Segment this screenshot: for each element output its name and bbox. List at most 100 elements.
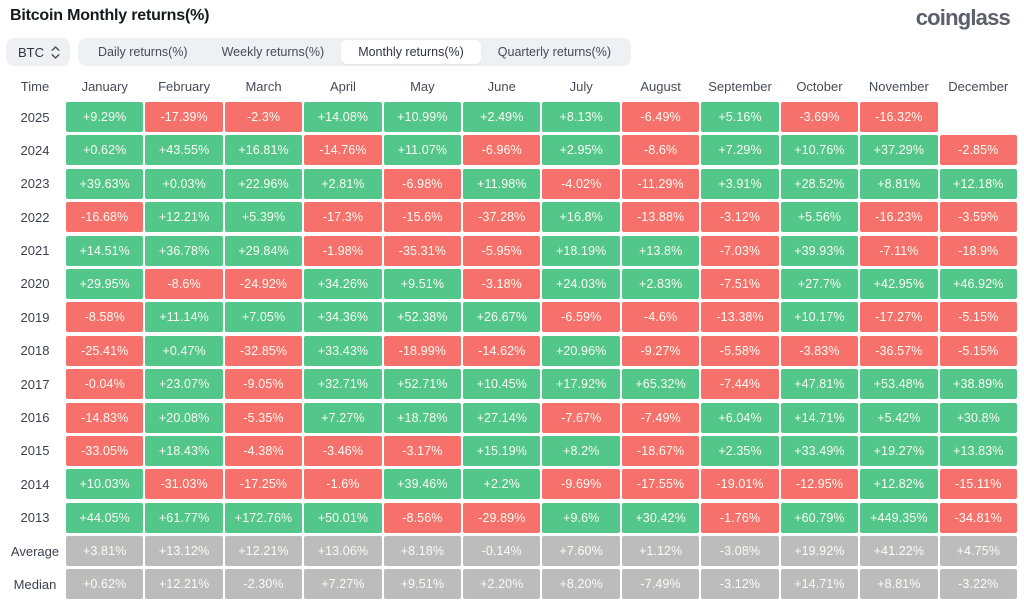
column-header-month: December (948, 78, 1009, 94)
row-label: 2013 (20, 510, 50, 526)
column-header-month: May (410, 78, 435, 94)
return-cell: +18.19% (542, 235, 620, 266)
return-cell: +8.13% (542, 102, 620, 132)
return-cell: +27.7% (780, 268, 859, 299)
row-label: 2023 (20, 176, 50, 192)
column-header-month: October (796, 78, 843, 94)
return-cell: -19.01% (701, 469, 779, 500)
return-cell: +11.07% (383, 135, 462, 166)
return-cell: -2.85% (939, 135, 1017, 166)
return-cell: +29.95% (66, 268, 144, 299)
return-cell: -8.6% (145, 268, 223, 299)
return-cell: -7.11% (860, 235, 938, 266)
return-cell: +5.56% (780, 202, 859, 233)
return-cell: -1.76% (701, 502, 779, 533)
column-header-time: Time (20, 78, 50, 94)
returns-table-header: Time January February March April May June July… (6, 72, 1017, 100)
return-cell: -1.6% (304, 469, 382, 500)
return-cell: +14.08% (304, 102, 382, 132)
return-cell: -17.55% (621, 469, 700, 500)
return-cell: -2.3% (224, 102, 303, 132)
return-cell: +30.8% (939, 402, 1017, 433)
return-cell: +20.96% (542, 335, 620, 366)
return-cell: -24.92% (224, 268, 303, 299)
column-header-month: August (640, 78, 681, 94)
return-cell: -3.69% (780, 102, 859, 132)
return-cell: +30.42% (621, 502, 700, 533)
return-cell: +14.71% (780, 402, 859, 433)
return-cell: -6.96% (463, 135, 541, 166)
return-cell: -2.30% (224, 569, 303, 600)
return-cell: +2.49% (463, 102, 541, 132)
return-cell: -3.46% (304, 435, 382, 466)
return-cell: -9.05% (224, 369, 303, 400)
return-cell: -14.76% (304, 135, 382, 166)
return-cell: +61.77% (145, 502, 223, 533)
return-cell: -13.88% (621, 202, 700, 233)
return-cell: +18.78% (383, 402, 462, 433)
return-cell: +4.75% (939, 536, 1017, 567)
return-cell: -1.98% (304, 235, 382, 266)
return-cell: +27.14% (463, 402, 541, 433)
return-cell: +13.8% (621, 235, 700, 266)
return-cell: -6.49% (621, 102, 700, 132)
return-cell: +0.62% (66, 135, 144, 166)
return-cell: -18.9% (939, 235, 1017, 266)
return-cell: +13.83% (939, 435, 1017, 466)
return-cell: -31.03% (145, 469, 223, 500)
table-row: 2015 -33.05% +18.43% -4.38% -3.46% -3.17% +15.… (6, 435, 1017, 466)
return-cell: -14.83% (66, 402, 144, 433)
return-cell: +12.82% (860, 469, 938, 500)
return-cell: +52.38% (383, 302, 462, 333)
return-cell: +12.18% (939, 168, 1017, 199)
tab-quarterly[interactable]: Quarterly returns(%) (497, 45, 612, 59)
column-header-month: January (81, 78, 128, 94)
return-cell: -4.38% (224, 435, 303, 466)
return-cell: +9.51% (383, 268, 462, 299)
return-cell: -3.12% (701, 569, 779, 600)
return-cell: -7.49% (621, 569, 700, 600)
return-cell: +26.67% (463, 302, 541, 333)
return-cell: +13.12% (145, 536, 223, 567)
return-cell: +43.55% (145, 135, 223, 166)
return-cell: +50.01% (304, 502, 382, 533)
row-label: Median (13, 576, 57, 592)
row-label: 2025 (20, 109, 50, 125)
return-cell: -33.05% (66, 435, 144, 466)
coinglass-logo: coinglass (915, 5, 1011, 30)
return-cell: -25.41% (66, 335, 144, 366)
row-label: Average (10, 543, 60, 559)
return-cell: -6.59% (542, 302, 620, 333)
return-cell: -17.27% (860, 302, 938, 333)
return-cell: +47.81% (780, 369, 859, 400)
row-label: 2024 (20, 142, 50, 158)
page-header: Bitcoin Monthly returns(%) coinglass (0, 0, 1024, 34)
column-header-month: November (868, 78, 929, 94)
return-cell: -34.81% (939, 502, 1017, 533)
return-cell: -7.51% (701, 268, 779, 299)
symbol-select[interactable]: BTC (6, 38, 70, 66)
return-cell (940, 102, 1017, 132)
return-cell: +38.89% (939, 369, 1017, 400)
tab-weekly[interactable]: Weekly returns(%) (221, 45, 325, 59)
controls-bar: BTC Daily returns(%) Weekly returns(%) Mon… (0, 34, 1024, 66)
table-row: 2017 -0.04% +23.07% -9.05% +32.71% +52.71% +10… (6, 369, 1017, 400)
return-cell: +7.29% (701, 135, 779, 166)
return-cell: +2.35% (701, 435, 779, 466)
return-cell: +23.07% (145, 369, 223, 400)
tab-daily[interactable]: Daily returns(%) (98, 45, 188, 59)
return-cell: +0.03% (145, 168, 223, 199)
tab-monthly[interactable]: Monthly returns(%) (341, 40, 481, 64)
return-cell: +16.81% (224, 135, 303, 166)
return-cell: +7.27% (304, 569, 382, 600)
return-cell: -32.85% (224, 335, 303, 366)
return-cell: +449.35% (860, 502, 938, 533)
return-cell: -12.95% (780, 469, 859, 500)
return-cell: -7.49% (621, 402, 700, 433)
return-cell: -3.59% (939, 202, 1017, 233)
page-title: Bitcoin Monthly returns(%) (10, 7, 210, 24)
return-cell: -3.18% (463, 268, 541, 299)
return-cell: +7.60% (542, 536, 620, 567)
return-cell: +9.51% (383, 569, 462, 600)
return-cell: -15.11% (939, 469, 1017, 500)
